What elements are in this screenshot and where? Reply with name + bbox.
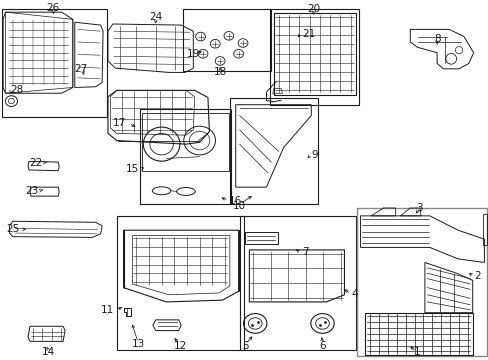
Text: 6: 6	[319, 341, 325, 351]
Text: 23: 23	[25, 186, 39, 196]
Text: 27: 27	[74, 64, 87, 74]
Text: 7: 7	[302, 247, 308, 257]
Text: 24: 24	[149, 12, 162, 22]
Text: 1: 1	[412, 347, 419, 357]
Text: 25: 25	[6, 225, 19, 234]
Bar	[356, 208, 487, 356]
Bar	[117, 216, 243, 350]
Text: 5: 5	[242, 341, 248, 351]
Text: 16: 16	[228, 196, 242, 206]
Bar	[1, 9, 107, 117]
Text: 13: 13	[131, 339, 144, 349]
Text: 26: 26	[47, 3, 60, 13]
Text: 19: 19	[186, 49, 200, 59]
Bar	[239, 216, 355, 350]
Text: 28: 28	[10, 85, 23, 95]
Text: 12: 12	[173, 341, 186, 351]
Text: 11: 11	[101, 305, 114, 315]
Text: 20: 20	[306, 4, 320, 14]
Bar	[140, 109, 231, 204]
Text: 10: 10	[233, 201, 245, 211]
Text: 21: 21	[302, 29, 315, 39]
Text: 2: 2	[474, 271, 480, 281]
Text: 18: 18	[213, 67, 226, 77]
Text: 17: 17	[113, 118, 126, 128]
Bar	[229, 98, 317, 204]
Bar	[269, 9, 358, 105]
Text: 15: 15	[125, 164, 139, 174]
Text: 8: 8	[433, 35, 440, 44]
Text: 4: 4	[351, 289, 358, 299]
Text: 22: 22	[29, 158, 42, 168]
Bar	[183, 9, 270, 71]
Text: 9: 9	[311, 150, 318, 160]
Text: 3: 3	[415, 203, 422, 213]
Text: 14: 14	[42, 347, 55, 357]
